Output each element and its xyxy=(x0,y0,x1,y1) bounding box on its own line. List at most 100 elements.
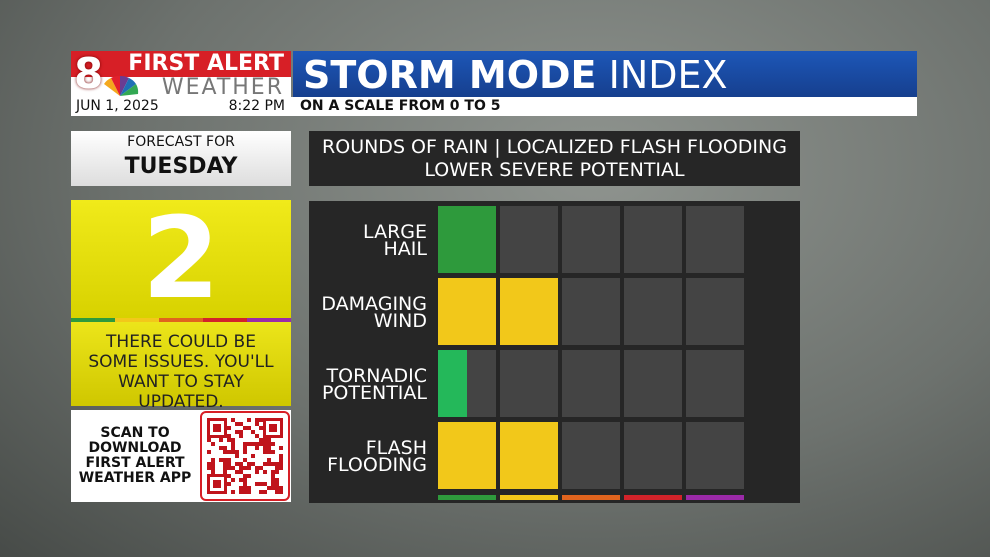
qr-module xyxy=(239,478,243,482)
title-light: INDEX xyxy=(608,53,728,97)
qr-module xyxy=(271,482,275,486)
level-fill xyxy=(500,422,558,489)
qr-module xyxy=(239,462,243,466)
qr-module xyxy=(243,490,247,494)
empty-cell xyxy=(686,422,744,489)
threat-label: WIND xyxy=(374,310,427,332)
qr-module xyxy=(211,442,215,446)
qr-module xyxy=(223,446,227,450)
qr-module xyxy=(227,458,231,462)
qr-module xyxy=(267,438,271,442)
summary-line: ROUNDS OF RAIN | LOCALIZED FLASH FLOODIN… xyxy=(322,136,787,158)
threat-label: FLASH xyxy=(366,437,427,459)
logo-mark: 8 xyxy=(74,49,104,98)
level-fill xyxy=(438,278,496,345)
title-bold: STORM MODE xyxy=(303,53,597,97)
time: 8:22 PM xyxy=(228,98,285,114)
qr-module xyxy=(271,478,275,482)
qr-module xyxy=(279,490,283,494)
qr-module xyxy=(271,470,275,474)
qr-module xyxy=(255,446,259,450)
qr-module xyxy=(243,450,247,454)
qr-module xyxy=(239,430,243,434)
peacock xyxy=(104,75,139,96)
qr-module xyxy=(275,490,279,494)
qr-module xyxy=(235,470,239,474)
qr-module xyxy=(259,426,263,430)
qr-module xyxy=(259,438,263,442)
qr-module xyxy=(267,462,271,466)
empty-cell xyxy=(500,350,558,417)
empty-cell xyxy=(686,350,744,417)
qr-module xyxy=(207,450,211,454)
qr-finder xyxy=(213,480,221,488)
qr-module xyxy=(247,426,251,430)
qr-module xyxy=(247,462,251,466)
level-fill xyxy=(438,422,496,489)
qr-module xyxy=(231,442,235,446)
empty-cell xyxy=(562,350,620,417)
qr-module xyxy=(271,442,275,446)
qr-module xyxy=(231,478,235,482)
qr-module xyxy=(251,462,255,466)
qr-module xyxy=(239,466,243,470)
qr-module xyxy=(243,446,247,450)
level-color xyxy=(115,318,159,322)
qr-module xyxy=(263,450,267,454)
empty-cell xyxy=(562,422,620,489)
level-color xyxy=(71,318,115,322)
subtitle: ON A SCALE FROM 0 TO 5 xyxy=(300,98,501,114)
qr-module xyxy=(231,446,235,450)
level-strip xyxy=(71,318,291,322)
qr-module xyxy=(239,490,243,494)
threat-label: LARGE xyxy=(363,221,427,243)
forecast-label: FORECAST FOR xyxy=(127,134,235,150)
qr-module xyxy=(223,462,227,466)
summary-line: LOWER SEVERE POTENTIAL xyxy=(424,159,685,181)
qr-module xyxy=(231,450,235,454)
level-color xyxy=(500,495,558,500)
qr-module xyxy=(263,446,267,450)
qr-module xyxy=(255,418,259,422)
empty-cell xyxy=(686,206,744,273)
qr-module xyxy=(211,466,215,470)
qr-module xyxy=(267,458,271,462)
qr-module xyxy=(255,466,259,470)
qr-module xyxy=(275,478,279,482)
qr-module xyxy=(243,442,247,446)
qr-module xyxy=(235,454,239,458)
qr-module xyxy=(267,486,271,490)
qr-module xyxy=(271,462,275,466)
index-message: THERE COULD BE SOME ISSUES. YOU'LL WANT … xyxy=(71,322,291,412)
qr-module xyxy=(227,434,231,438)
qr-module xyxy=(263,490,267,494)
title-bar: STORM MODE INDEX xyxy=(293,51,917,97)
qr-module xyxy=(231,438,235,442)
qr-module xyxy=(231,490,235,494)
qr-module xyxy=(259,466,263,470)
qr-module xyxy=(263,470,267,474)
threat-label: TORNADIC xyxy=(326,365,427,387)
qr-module xyxy=(247,486,251,490)
logo-subtext: WEATHER xyxy=(161,75,284,100)
qr-module xyxy=(227,474,231,478)
qr-module xyxy=(267,442,271,446)
empty-cell xyxy=(624,422,682,489)
qr-module xyxy=(235,450,239,454)
qr-module xyxy=(267,446,271,450)
qr-module xyxy=(271,486,275,490)
qr-module xyxy=(211,458,215,462)
qr-module xyxy=(259,482,263,486)
qr-module xyxy=(243,474,247,478)
qr-module xyxy=(263,438,267,442)
qr-finder xyxy=(213,424,221,432)
qr-module xyxy=(279,454,283,458)
qr-module xyxy=(207,438,211,442)
qr-module xyxy=(223,450,227,454)
qr-module xyxy=(247,490,251,494)
qr-module xyxy=(227,438,231,442)
qr-module xyxy=(275,462,279,466)
qr-module xyxy=(231,466,235,470)
threat-label: POTENTIAL xyxy=(322,382,427,404)
